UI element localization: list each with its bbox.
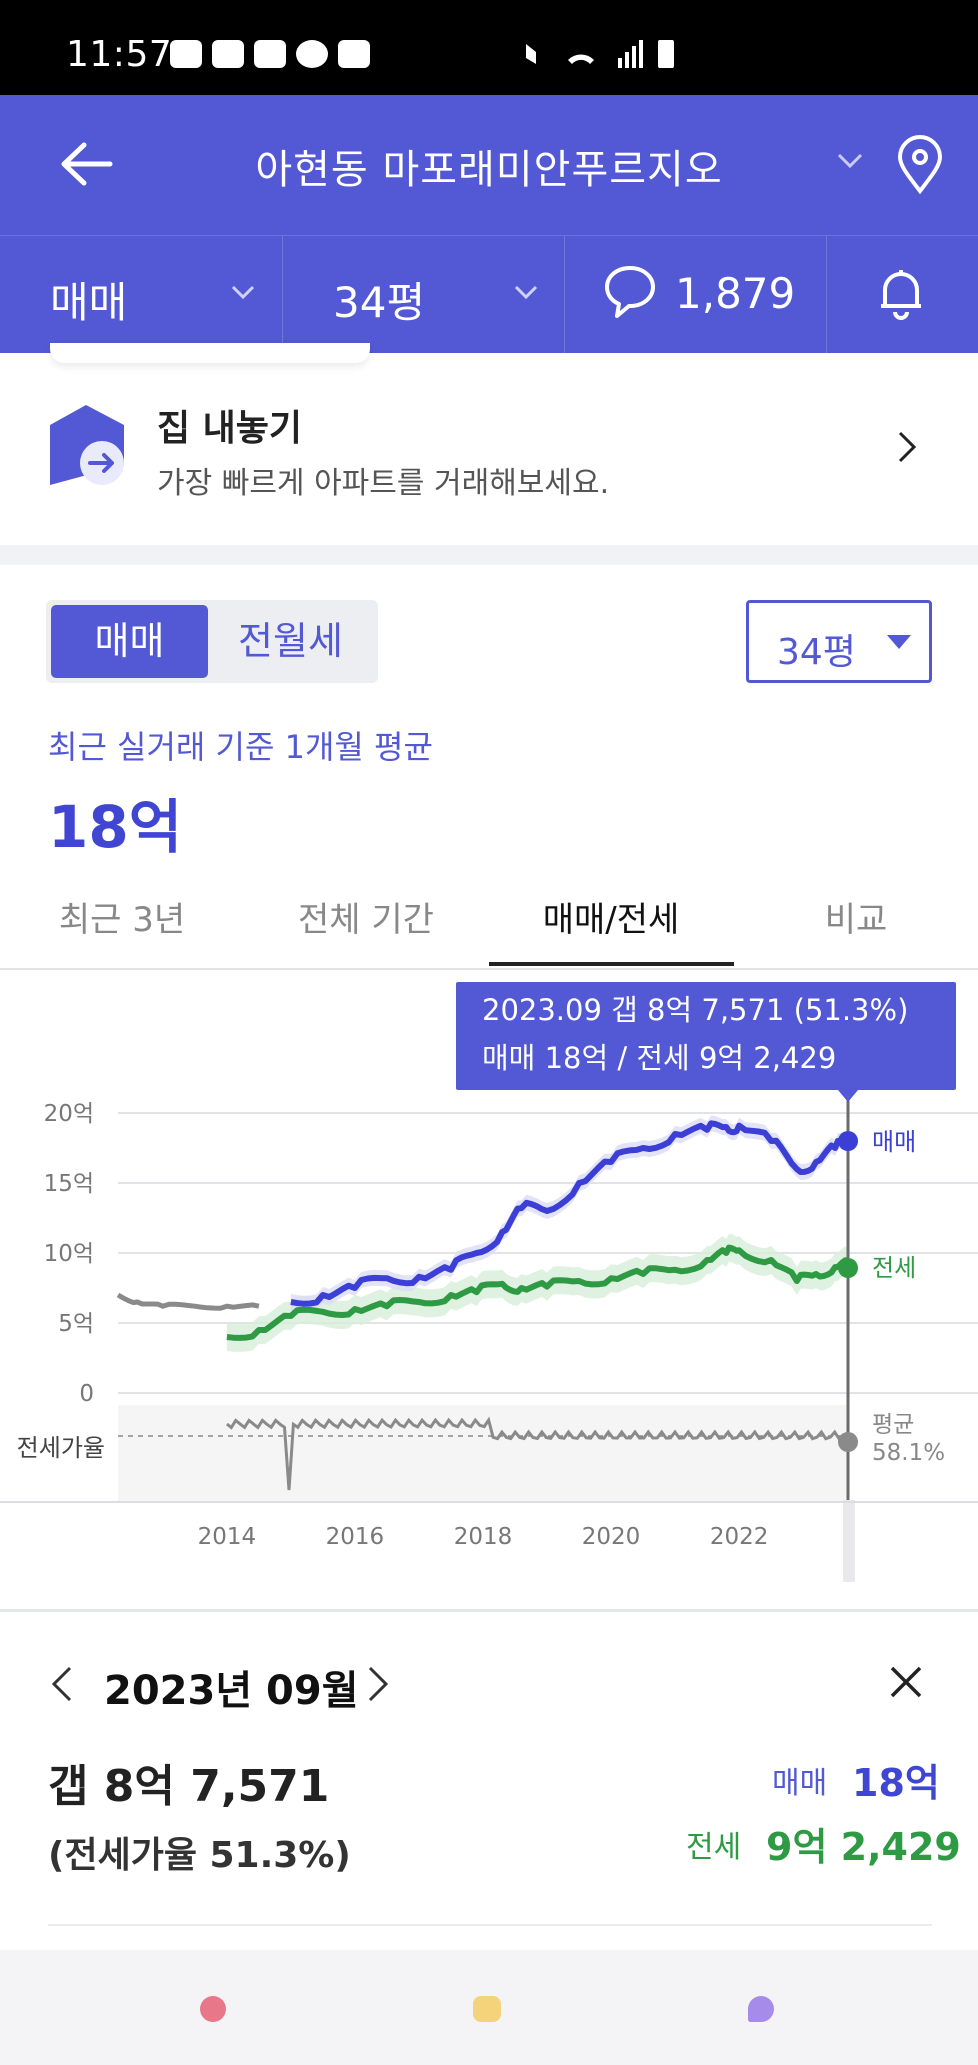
- status-bar: 11:57: [0, 0, 978, 95]
- jeonse-range-band: [226, 1233, 848, 1352]
- sale-line: [290, 1120, 850, 1307]
- segment-rent[interactable]: 전월세: [238, 619, 343, 663]
- size-dropdown[interactable]: 34평: [746, 600, 932, 683]
- trade-type-select[interactable]: 매매: [0, 236, 283, 354]
- detail-sale-label: 매매: [772, 1766, 828, 1801]
- tab-sale-jeonse[interactable]: 매매/전세: [542, 900, 680, 940]
- tab-recent-3y[interactable]: 최근 3년: [58, 900, 186, 940]
- alarm-button[interactable]: [827, 236, 978, 354]
- x-tick-label: 2018: [454, 1524, 513, 1550]
- image-icon: [338, 40, 370, 68]
- chart-tabs: 최근 3년 전체 기간 매매/전세 비교: [0, 870, 978, 970]
- size-select[interactable]: 34평: [283, 236, 565, 354]
- y-tick-label: 5억: [58, 1311, 94, 1337]
- detail-month: 2023년 09월: [104, 1668, 359, 1714]
- nav-dot-red-icon[interactable]: [200, 1996, 226, 2022]
- jeonse-point: [838, 1258, 858, 1278]
- location-pin-icon[interactable]: [896, 135, 944, 195]
- back-arrow-icon[interactable]: [58, 139, 114, 189]
- chevron-down-icon: [231, 285, 255, 300]
- close-icon[interactable]: [888, 1664, 924, 1700]
- y-tick-label: 15억: [44, 1171, 94, 1197]
- x-tick-label: 2022: [710, 1524, 769, 1550]
- sale-line-label: 매매: [872, 1128, 916, 1156]
- y-tick-label: 10억: [44, 1241, 94, 1267]
- tooltip-box: [456, 982, 956, 1090]
- price-chart[interactable]: 20억 15억 10억 5억 0 전세가율 매매 전세 평균 58.1% 2014 201…: [0, 970, 978, 1611]
- y-tick-label: 20억: [44, 1101, 94, 1127]
- chevron-down-icon: [514, 285, 538, 300]
- price-value: 18억: [48, 793, 183, 861]
- size-dropdown-label: 34평: [777, 632, 856, 673]
- mail-icon: [212, 40, 244, 68]
- comment-count: 1,879: [675, 269, 796, 318]
- bell-icon: [881, 270, 921, 320]
- ratio-avg-value: 58.1%: [872, 1440, 945, 1466]
- price-caption: 최근 실거래 기준 1개월 평균: [48, 728, 433, 766]
- ratio-line: [225, 1416, 850, 1491]
- tooltip-line1: 2023.09 갭 8억 7,571 (51.3%): [482, 993, 908, 1027]
- month-detail-panel: 2023년 09월 갭 8억 7,571 (전세가율 51.3%) 매매 18억…: [0, 1610, 978, 1950]
- detail-jeonse-label: 전세: [686, 1830, 742, 1865]
- wifi-icon: [568, 54, 594, 64]
- section-divider: [0, 545, 978, 565]
- detail-divider: [48, 1924, 932, 1926]
- pre-data-line: [116, 1292, 260, 1311]
- x-tick-label: 2020: [582, 1524, 641, 1550]
- filter-bar: 매매 34평 1,879: [0, 235, 978, 354]
- app-header: 아현동 마포래미안푸르지오: [0, 95, 978, 235]
- segment-sale[interactable]: 매매: [51, 605, 208, 678]
- complex-title[interactable]: 아현동 마포래미안푸르지오: [255, 147, 723, 193]
- ratio-axis-label: 전세가율: [17, 1434, 105, 1462]
- trade-type-label: 매매: [50, 278, 128, 327]
- chevron-down-icon[interactable]: [836, 151, 864, 171]
- sell-home-banner[interactable]: 집 내놓기 가장 빠르게 아파트를 거래해보세요.: [0, 343, 978, 545]
- y-tick-label: 0: [79, 1381, 94, 1407]
- next-month-icon[interactable]: [366, 1664, 390, 1704]
- x-tick-label: 2016: [326, 1524, 385, 1550]
- ratio-point: [838, 1432, 858, 1452]
- ratio-band: [118, 1405, 848, 1501]
- speech-bubble-icon: [605, 266, 655, 318]
- chat-icon: [296, 40, 328, 68]
- ratio-avg-label: 평균: [872, 1412, 914, 1438]
- nav-dot-yellow-icon[interactable]: [473, 1996, 501, 2022]
- prev-month-icon[interactable]: [50, 1664, 74, 1704]
- detail-ratio: (전세가율 51.3%): [48, 1835, 351, 1876]
- comments-button[interactable]: 1,879: [565, 236, 827, 354]
- nav-dot-purple-icon[interactable]: [748, 1996, 774, 2022]
- battery-icon: [658, 40, 674, 68]
- trade-segment-control: 매매 전월세: [46, 600, 378, 683]
- chart-tooltip: 2023.09 갭 8억 7,571 (51.3%) 매매 18억 / 전세 9…: [456, 982, 956, 1102]
- kakaotalk-icon: [170, 40, 202, 68]
- tooltip-pointer: [838, 1090, 858, 1102]
- chevron-right-icon: [898, 431, 917, 463]
- active-tab-indicator: [489, 962, 734, 966]
- cursor-stem: [843, 1500, 855, 1582]
- tooltip-line2: 매매 18억 / 전세 9억 2,429: [482, 1041, 836, 1075]
- detail-jeonse-value: 9억 2,429: [766, 1825, 961, 1869]
- caret-down-icon: [887, 635, 911, 649]
- tab-all-period[interactable]: 전체 기간: [298, 900, 434, 940]
- size-label: 34평: [333, 278, 426, 327]
- tab-compare[interactable]: 비교: [824, 900, 888, 940]
- banner-title: 집 내놓기: [157, 408, 303, 449]
- banner-subtitle: 가장 빠르게 아파트를 거래해보세요.: [157, 466, 610, 501]
- jeonse-line: [226, 1244, 851, 1341]
- detail-gap: 갭 8억 7,571: [48, 1761, 330, 1812]
- status-time: 11:57: [66, 34, 173, 75]
- bottom-nav-bar: [0, 1950, 978, 2065]
- jeonse-line-label: 전세: [872, 1254, 916, 1282]
- sale-point: [838, 1131, 858, 1151]
- detail-sale-value: 18억: [852, 1761, 940, 1805]
- news-icon: [254, 40, 286, 68]
- notification-icons: [170, 40, 370, 68]
- house-arrow-icon: [50, 405, 124, 485]
- tooltip-bubble-fragment: [50, 343, 370, 363]
- system-status-icons: [526, 40, 674, 68]
- mute-icon: [526, 44, 536, 64]
- price-chart-svg: 20억 15억 10억 5억 0 전세가율 매매 전세 평균 58.1% 2014 201…: [0, 982, 978, 1611]
- x-tick-label: 2014: [198, 1524, 257, 1550]
- sale-range-band: [290, 1115, 848, 1312]
